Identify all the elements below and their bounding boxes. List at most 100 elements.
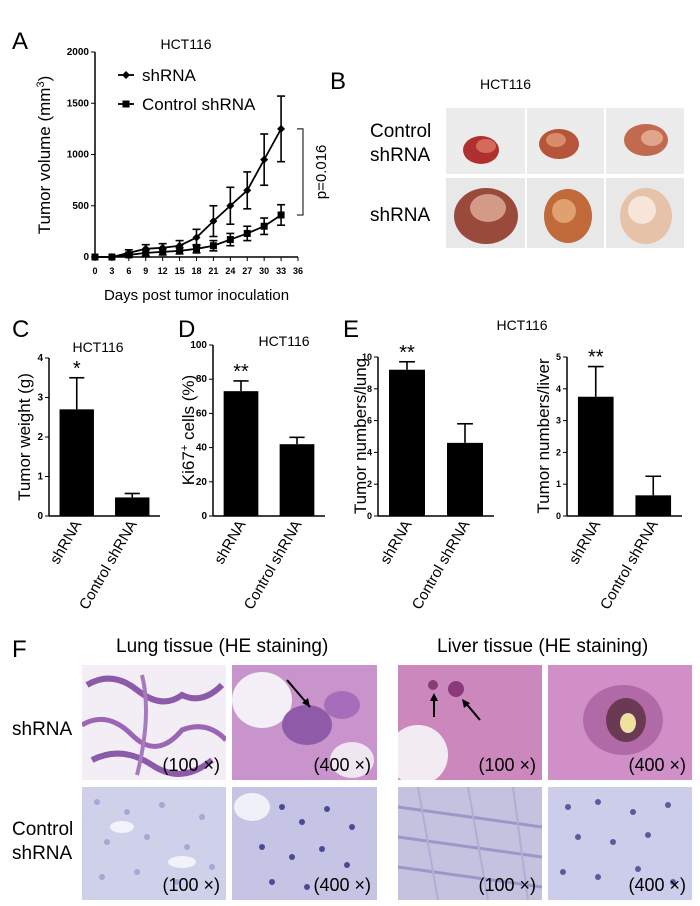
chart-d-category-label: shRNA [211,518,249,568]
panel-letter-a: A [12,28,29,55]
chart-a-y-label-sup: 3 [35,81,47,87]
chart-a-y-tick-label: 1500 [67,98,90,109]
chart-a-point-diamond [277,124,286,133]
chart-a-point-square [108,253,116,261]
chart-a-x-tick-label: 36 [293,266,303,276]
chart-a-y-axis-label: Tumor volume (mm3) [35,76,54,235]
tumor-photo-control [446,108,684,174]
chart-a-y-tick-label: 0 [83,252,89,263]
chart-a-point-square [176,247,184,255]
mag-label-100: (100 ×) [478,875,536,895]
chart-a-x-tick-label: 21 [208,266,218,276]
chart-a-legend-label: shRNA [142,66,197,85]
histology-liver-control-100x: (100 ×) [398,787,542,900]
chart-c-y-tick-label: 0 [37,511,43,522]
chart-c-y-tick-label: 2 [37,432,43,443]
chart-a-x-tick-label: 9 [143,266,148,276]
panel-f-lung-header: Lung tissue (HE staining) [116,636,329,657]
panel-f-row1-label: shRNA [12,719,73,740]
chart-e-lung-y-tick-label: 0 [367,511,372,521]
mag-label-100: (100 ×) [478,755,536,775]
histology-liver-shrna-100x: (100 ×) [398,665,542,780]
panel-f-row2-label: Control shRNA [12,818,73,866]
mag-label-400: (400 ×) [313,755,371,775]
chart-d-category-label: Control shRNA [241,518,306,613]
chart-d-y-tick-label: 60 [196,408,208,419]
chart-d-y-tick-label: 40 [196,443,208,454]
chart-e-lung-significance: ** [399,342,415,364]
chart-c-significance: * [73,358,81,380]
chart-c-bar [115,497,150,516]
chart-e-liver-bar [635,495,672,516]
chart-a-point-square [260,222,268,230]
chart-a-point-diamond [192,233,201,242]
chart-e-lung-y-tick-label: 4 [367,447,372,457]
chart-e-lung-y-tick-label: 2 [367,479,372,489]
chart-a-legend-marker [122,71,130,79]
chart-e-liver-bar [577,396,614,516]
chart-a-x-tick-label: 15 [175,266,185,276]
chart-a-y-label-main: Tumor volume (mm [35,88,54,235]
histology-liver-control-400x: (400 ×) [548,787,692,900]
chart-a-series-line-0 [95,128,282,258]
chart-a-series-line-1 [95,214,282,258]
panel-letter-f: F [12,636,27,663]
chart-a-title: HCT116 [160,36,211,52]
chart-d-y-tick-label: 80 [196,374,208,385]
chart-a-point-square [243,229,251,237]
chart-e-lung-bar [447,442,483,516]
histology-liver-shrna-400x-art [548,665,692,780]
panel-b-row1-label-line1: Control [370,121,432,142]
chart-a-point-diamond [226,201,235,210]
histology-lung-shrna-400x: (400 ×) [232,665,377,780]
mag-label-100: (100 ×) [162,875,220,895]
mag-label-100: (100 ×) [162,755,220,775]
chart-a-x-tick-label: 30 [259,266,269,276]
chart-a-point-square [142,249,150,257]
chart-c-y-tick-label: 3 [37,393,43,404]
chart-d-bar [223,391,259,516]
chart-e-liver-y-tick-label: 1 [556,479,561,489]
panel-f-liver-header: Liver tissue (HE staining) [437,636,649,657]
chart-a-point-square [277,211,285,219]
chart-e-liver-y-axis-label: Tumor numbers/liver [534,358,553,514]
chart-a-x-tick-label: 27 [242,266,252,276]
chart-a-x-axis-label: Days post tumor inoculation [104,287,289,304]
chart-e-lung-y-tick-label: 6 [367,416,372,426]
chart-a-point-diamond [260,155,269,164]
chart-d-y-tick-label: 20 [196,477,208,488]
chart-a-y-tick-label: 1000 [67,150,90,161]
chart-a-significance-bracket [297,128,304,216]
chart-e-liver-category-label: Control shRNA [597,518,662,613]
chart-c-category-label: Control shRNA [76,518,141,613]
panel-b-title: HCT116 [480,76,532,92]
chart-a-point-diamond [243,186,252,195]
histology-liver-shrna-400x: (400 ×) [548,665,692,780]
histology-liver-control-100x-art [398,787,542,900]
chart-d-y-tick-label: 100 [190,340,207,351]
chart-d-title: HCT116 [258,333,309,349]
chart-e-lung-y-tick-label: 8 [367,384,372,394]
chart-a-y-tick-label: 500 [72,201,89,212]
chart-e-liver-y-tick-label: 2 [556,447,561,457]
chart-a-x-tick-label: 0 [92,266,97,276]
chart-a-legend-label: Control shRNA [142,95,256,114]
chart-d-y-tick-label: 0 [201,511,207,522]
chart-e-lung-y-tick-label: 10 [362,352,372,362]
chart-a-point-square [91,253,99,261]
histology-lung-shrna-100x-art [82,665,226,780]
mag-label-400: (400 ×) [628,755,686,775]
mag-label-400: (400 ×) [313,875,371,895]
panel-letter-e: E [343,316,360,343]
chart-c-y-tick-label: 4 [37,353,43,364]
chart-d-significance: ** [233,361,249,383]
chart-a-point-square [159,248,167,256]
chart-e-liver-significance: ** [588,347,604,369]
chart-a-x-tick-label: 33 [276,266,286,276]
chart-e-lung-title: HCT116 [496,317,547,333]
chart-e-liver-y-tick-label: 3 [556,416,561,426]
chart-e-lung-y-axis-label: Tumor numbers/lung [351,358,370,514]
chart-d-y-label-rest: cells (%) [179,375,198,445]
chart-a-legend-marker [122,100,130,108]
histology-lung-shrna-400x-art [232,665,377,780]
